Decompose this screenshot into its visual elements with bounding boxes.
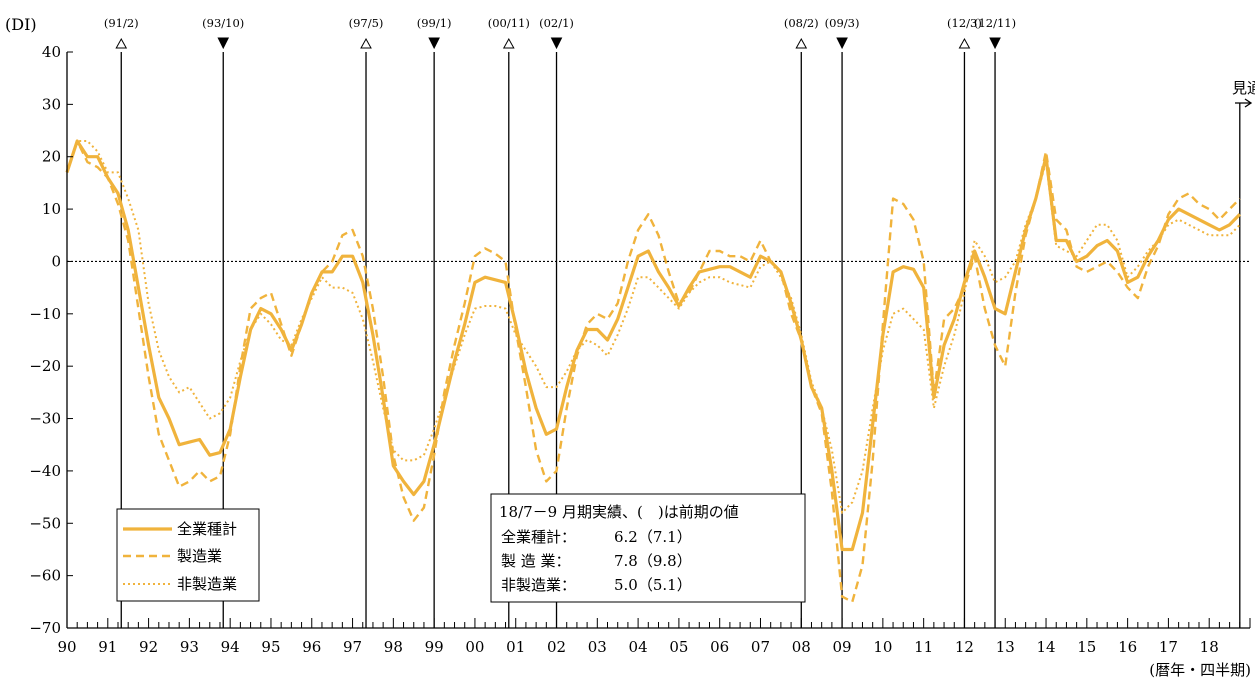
y-tick-label: −20 xyxy=(29,357,61,375)
x-tick-label: 02 xyxy=(547,638,566,656)
info-box: 18/7－9 月期実績、( )は前期の値 全業種計： 6.2（7.1） 製 造 … xyxy=(490,493,806,603)
x-tick-label: 93 xyxy=(180,638,199,656)
y-tick-label: −40 xyxy=(29,462,61,480)
y-tick-label: 40 xyxy=(42,43,61,61)
x-tick-label: 11 xyxy=(914,638,933,656)
x-tick-label: 99 xyxy=(425,638,444,656)
info-row-label: 非製造業： xyxy=(501,576,576,594)
legend-label-manufacturing: 製造業 xyxy=(177,547,222,565)
info-row-value: 5.0（5.1） xyxy=(614,576,692,594)
x-axis-unit-label: (暦年・四半期) xyxy=(1149,661,1251,679)
info-row-label: 全業種計： xyxy=(501,528,576,546)
x-tick-label: 94 xyxy=(221,638,240,656)
y-tick-label: −10 xyxy=(29,305,61,323)
x-tick-label: 14 xyxy=(1036,638,1055,656)
trough-marker xyxy=(428,37,440,50)
event-label: (12/11) xyxy=(974,16,1016,30)
trough-marker xyxy=(217,37,230,50)
event-labels: (91/2) (93/10) (97/5) (99/1) (00/11) (02/1) (0… xyxy=(104,16,1016,50)
info-row-value: 7.8（9.8） xyxy=(614,552,692,570)
x-tick-label: 92 xyxy=(139,638,158,656)
event-label: (08/2) xyxy=(784,16,819,30)
x-tick-label: 17 xyxy=(1159,638,1178,656)
trough-marker xyxy=(836,37,848,50)
trough-marker xyxy=(989,37,1001,50)
legend-label-all: 全業種計 xyxy=(177,520,237,538)
y-tick-label: 10 xyxy=(42,200,61,218)
series-line-non-manufacturing xyxy=(66,140,1241,514)
event-lines xyxy=(120,52,1241,628)
x-tick-label: 91 xyxy=(98,638,117,656)
peak-marker xyxy=(958,37,971,49)
event-label: (97/5) xyxy=(349,16,384,30)
x-tick-label: 16 xyxy=(1118,638,1137,656)
x-tick-label: 04 xyxy=(629,638,648,656)
y-tick-label: −60 xyxy=(29,567,61,585)
x-tick-label: 07 xyxy=(751,638,770,656)
x-tick-label: 10 xyxy=(873,638,892,656)
x-tick-label: 97 xyxy=(343,638,362,656)
x-tick-label: 12 xyxy=(955,638,974,656)
info-box-title: 18/7－9 月期実績、( )は前期の値 xyxy=(499,503,739,521)
y-tick-label: −50 xyxy=(29,514,61,532)
axes xyxy=(66,51,1251,629)
peak-marker xyxy=(795,37,808,49)
x-tick-label: 05 xyxy=(669,638,688,656)
x-tick-label: 90 xyxy=(57,638,76,656)
legend: 全業種計 製造業 非製造業 xyxy=(116,508,260,602)
forecast-marker: 見通し xyxy=(1232,79,1255,108)
forecast-bracket xyxy=(1235,98,1253,108)
y-tick-label: 30 xyxy=(42,95,61,113)
x-tick-label: 08 xyxy=(792,638,811,656)
x-tick-labels: 90 91 92 93 94 95 96 97 98 99 00 01 02 03 04 05 06 07 08 09… xyxy=(57,638,1218,656)
peak-marker xyxy=(502,37,515,49)
x-tick-label: 01 xyxy=(506,638,525,656)
info-row-value: 6.2（7.1） xyxy=(614,528,692,546)
forecast-label: 見通し xyxy=(1232,79,1255,97)
x-tick-label: 09 xyxy=(833,638,852,656)
x-tick-label: 06 xyxy=(710,638,729,656)
x-tick-label: 96 xyxy=(302,638,321,656)
x-tick-label: 00 xyxy=(465,638,484,656)
y-tick-label: −30 xyxy=(29,410,61,428)
peak-marker xyxy=(360,37,372,49)
event-label: (02/1) xyxy=(539,16,574,30)
event-label: (00/11) xyxy=(488,16,530,30)
series-line-all-industries xyxy=(65,139,1241,552)
series-layer xyxy=(65,139,1241,603)
y-tick-label: 20 xyxy=(42,148,61,166)
legend-label-non-manufacturing: 非製造業 xyxy=(177,575,237,593)
x-tick-label: 13 xyxy=(996,638,1015,656)
event-label: (12/3) xyxy=(947,16,982,30)
trough-marker xyxy=(550,37,563,50)
x-tick-label: 18 xyxy=(1200,638,1219,656)
x-tick-label: 95 xyxy=(261,638,280,656)
event-label: (99/1) xyxy=(417,16,452,30)
x-tick-label: 15 xyxy=(1077,638,1096,656)
info-row-label: 製 造 業： xyxy=(501,552,571,570)
x-tick-label: 03 xyxy=(588,638,607,656)
y-tick-label: 0 xyxy=(51,252,61,270)
y-tick-labels: 40 30 20 10 0 −10 −20 −30 −40 −50 −60 −70 xyxy=(29,43,61,637)
event-label: (09/3) xyxy=(825,16,860,30)
y-axis-unit-label: (DI) xyxy=(5,15,37,34)
peak-marker xyxy=(115,37,128,49)
event-label: (91/2) xyxy=(104,16,139,30)
x-tick-label: 98 xyxy=(384,638,403,656)
event-label: (93/10) xyxy=(202,16,244,30)
info-box-frame xyxy=(490,493,806,603)
y-tick-label: −70 xyxy=(29,619,61,637)
